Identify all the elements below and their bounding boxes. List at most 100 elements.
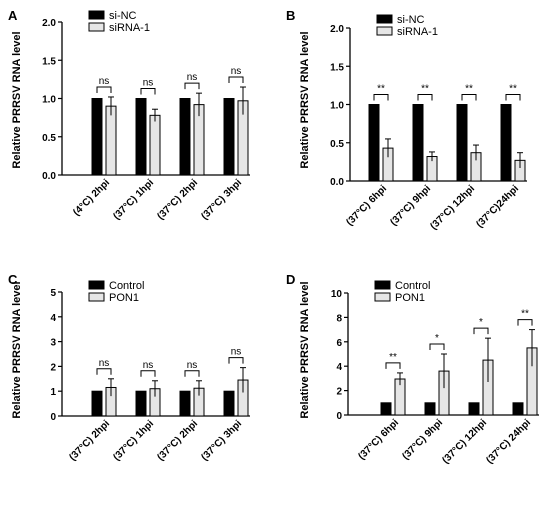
bar-si-nc bbox=[456, 104, 468, 182]
bar-si-nc bbox=[368, 104, 380, 182]
category-label: (37°C) 1hpi bbox=[111, 418, 156, 463]
y-tick-label: 1 bbox=[50, 387, 56, 398]
significance-bracket bbox=[184, 82, 200, 90]
y-tick-label: 8 bbox=[336, 313, 342, 324]
legend-swatch bbox=[88, 292, 105, 302]
significance-label: ** bbox=[389, 352, 397, 363]
bar-control bbox=[380, 402, 392, 416]
y-tick-label: 0.5 bbox=[42, 133, 56, 144]
significance-bracket bbox=[517, 319, 533, 326]
y-axis-label: Relative PRRSV RNA level bbox=[299, 31, 311, 168]
panel-letter: C bbox=[8, 272, 18, 287]
bar-control bbox=[223, 390, 235, 417]
category-label: (37°C) 6hpi bbox=[356, 417, 401, 462]
category-label: (37°C) 24hpi bbox=[484, 417, 533, 466]
significance-label: ns bbox=[99, 76, 110, 87]
significance-label: ** bbox=[465, 84, 473, 95]
significance-bracket bbox=[429, 343, 445, 350]
significance-label: ns bbox=[99, 358, 110, 369]
panel-letter: D bbox=[286, 272, 295, 287]
significance-label: ns bbox=[187, 72, 198, 83]
bar-control bbox=[91, 390, 103, 417]
significance-bracket bbox=[228, 357, 244, 364]
y-tick-label: 3 bbox=[50, 338, 56, 349]
y-tick-label: 4 bbox=[50, 313, 56, 324]
significance-label: * bbox=[479, 317, 483, 328]
y-tick-label: 2 bbox=[50, 362, 56, 373]
bar-control bbox=[468, 402, 480, 416]
bar-si-nc bbox=[91, 98, 103, 176]
y-tick-label: 1.0 bbox=[330, 101, 344, 112]
category-label: (37°C)24hpi bbox=[474, 183, 521, 230]
significance-label: ** bbox=[521, 309, 529, 320]
bar-control bbox=[424, 402, 436, 416]
y-tick-label: 2 bbox=[336, 387, 342, 398]
bar-control bbox=[512, 402, 524, 416]
legend-swatch bbox=[88, 280, 105, 290]
significance-label: ns bbox=[143, 78, 154, 89]
y-axis-label: Relative PRRSV RNA level bbox=[299, 281, 311, 418]
legend-swatch bbox=[376, 26, 393, 36]
significance-bracket bbox=[228, 76, 244, 84]
category-label: (4°C) 2hpi bbox=[71, 177, 112, 218]
category-label: (37°C) 2hpi bbox=[155, 418, 200, 463]
category-label: (37°C) 12hpi bbox=[428, 183, 477, 232]
y-tick-label: 2.0 bbox=[330, 24, 344, 35]
significance-bracket bbox=[417, 94, 433, 101]
y-tick-label: 6 bbox=[336, 338, 342, 349]
legend-label: si-NC bbox=[397, 14, 425, 26]
bar-si-nc bbox=[135, 98, 147, 176]
significance-bracket bbox=[385, 362, 401, 369]
y-axis-label: Relative PRRSV RNA level bbox=[11, 281, 23, 418]
bar-sirna-1 bbox=[149, 114, 161, 176]
significance-label: ** bbox=[421, 84, 429, 95]
y-tick-label: 0.0 bbox=[330, 177, 344, 188]
y-tick-label: 10 bbox=[331, 289, 343, 300]
legend-label: Control bbox=[395, 280, 430, 292]
significance-label: ** bbox=[509, 84, 517, 95]
legend-label: Control bbox=[109, 280, 144, 292]
bar-si-nc bbox=[179, 98, 191, 176]
category-label: (37°C) 2hpi bbox=[67, 418, 112, 463]
significance-bracket bbox=[505, 94, 521, 101]
y-axis-label: Relative PRRSV RNA level bbox=[11, 31, 23, 168]
significance-label: ns bbox=[231, 66, 242, 77]
significance-bracket bbox=[96, 86, 112, 93]
legend-swatch bbox=[376, 14, 393, 24]
bar-si-nc bbox=[500, 104, 512, 182]
legend-label: siRNA-1 bbox=[109, 22, 150, 34]
legend-label: si-NC bbox=[109, 10, 137, 22]
category-label: (37°C) 12hpi bbox=[440, 417, 489, 466]
significance-bracket bbox=[140, 370, 156, 377]
y-tick-label: 2.0 bbox=[42, 18, 56, 29]
significance-bracket bbox=[96, 368, 112, 375]
significance-bracket bbox=[184, 370, 200, 377]
significance-bracket bbox=[140, 88, 156, 95]
y-tick-label: 0.0 bbox=[42, 171, 56, 182]
bar-si-nc bbox=[223, 98, 235, 176]
panel-letter: A bbox=[8, 8, 18, 23]
significance-label: ns bbox=[143, 360, 154, 371]
significance-label: ns bbox=[187, 360, 198, 371]
panel-a: A Relative PRRSV RNA level 0.0 0.5 1.0 1.5 2.0… bbox=[8, 8, 250, 222]
category-label: (37°C) 6hpi bbox=[344, 183, 389, 228]
significance-label: ns bbox=[231, 347, 242, 358]
y-tick-label: 0 bbox=[50, 412, 56, 423]
y-tick-label: 1.0 bbox=[42, 95, 56, 106]
significance-label: ** bbox=[377, 84, 385, 95]
category-label: (37°C) 3hpi bbox=[199, 418, 244, 463]
y-tick-label: 0.5 bbox=[330, 139, 344, 150]
category-label: (37°C) 9hpi bbox=[388, 183, 433, 228]
panel-letter: B bbox=[286, 8, 295, 23]
significance-bracket bbox=[373, 94, 389, 101]
legend-label: PON1 bbox=[109, 292, 139, 304]
y-tick-label: 0 bbox=[336, 411, 342, 422]
category-label: (37°C) 1hpi bbox=[111, 177, 156, 222]
significance-bracket bbox=[461, 94, 477, 101]
bar-sirna-1 bbox=[105, 105, 117, 176]
bar-control bbox=[179, 390, 191, 417]
category-label: (37°C) 2hpi bbox=[155, 177, 200, 222]
